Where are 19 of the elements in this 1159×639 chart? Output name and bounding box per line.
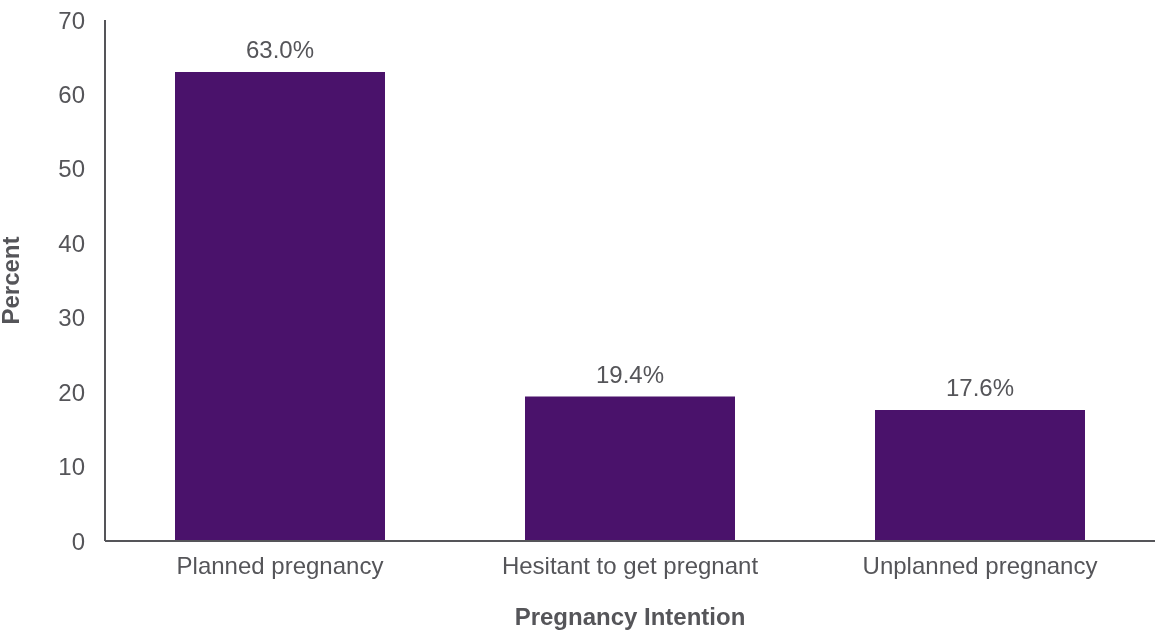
x-tick-label: Hesitant to get pregnant: [501, 552, 759, 580]
y-axis-title: Percent: [0, 236, 24, 325]
y-tick-label: 0: [71, 527, 85, 555]
y-tick-label: 30: [58, 304, 85, 332]
x-tick-label: Unplanned pregnancy: [862, 552, 1098, 580]
data-label: 19.4%: [595, 360, 665, 388]
x-axis-title: Pregnancy Intention: [514, 603, 746, 630]
x-tick-label: Planned pregnancy: [176, 552, 384, 580]
bar: [875, 410, 1085, 541]
y-tick-label: 70: [58, 6, 85, 34]
data-label: 63.0%: [245, 36, 315, 64]
bar: [525, 396, 735, 541]
y-tick-label: 60: [58, 80, 85, 108]
bar: [175, 72, 385, 541]
y-tick-label: 10: [58, 453, 85, 481]
y-tick-label: 50: [58, 155, 85, 183]
y-tick-label: 40: [58, 229, 85, 257]
data-label: 17.6%: [945, 374, 1015, 402]
y-tick-label: 20: [58, 378, 85, 406]
